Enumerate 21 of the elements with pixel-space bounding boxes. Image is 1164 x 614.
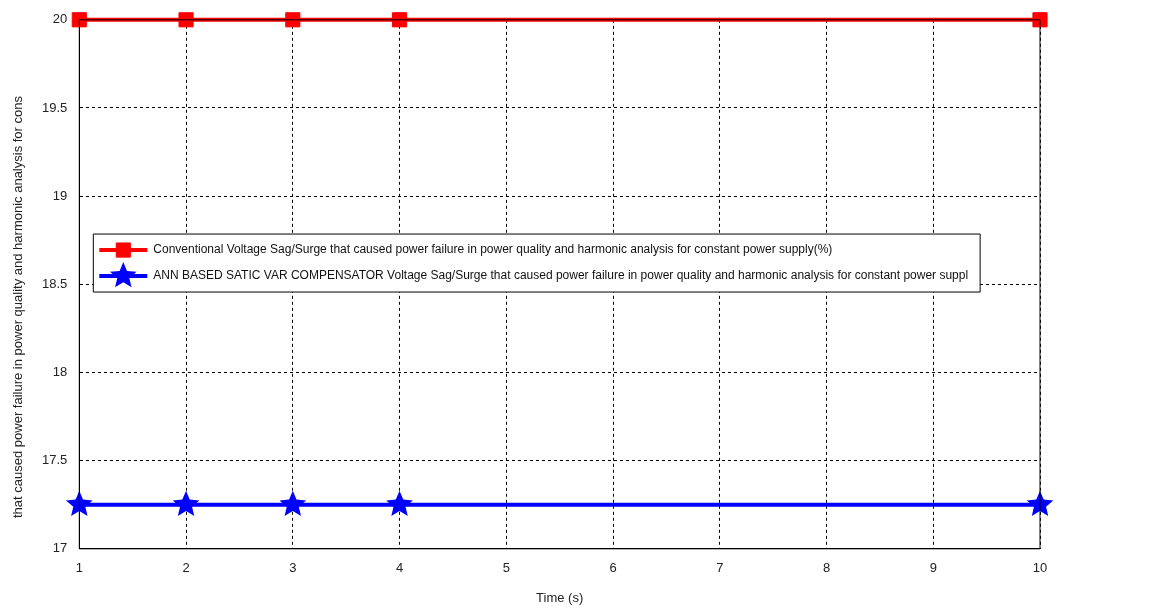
x-tick-label: 8 [822, 560, 831, 576]
x-tick-label: 7 [716, 560, 724, 576]
y-tick-label: 18 [52, 364, 68, 380]
x-tick-label: 6 [609, 560, 617, 576]
y-tick-label: 20 [52, 11, 68, 27]
y-tick-label: 18.5 [41, 275, 68, 291]
x-tick-label: 5 [502, 560, 510, 576]
x-tick-label: 4 [395, 560, 404, 576]
x-tick-label: 2 [182, 560, 190, 576]
x-tick-label: 1 [75, 560, 83, 576]
y-tick-label: 17.5 [41, 452, 68, 468]
x-tick-label: 10 [1032, 560, 1048, 576]
y-axis-title: that caused power failure in power quality and harmonic analysis for cons [9, 95, 25, 519]
y-tick-label: 17 [52, 540, 68, 556]
legend-label: ANN BASED SATIC VAR COMPENSATOR Voltage Sag/Surge that caused power failure in power quality and harmonic analysis for constant power suppl [153, 268, 969, 283]
legend-label: Conventional Voltage Sag/Surge that caused power failure in power quality and harmonic analysis for constant power supply(%) [153, 242, 833, 257]
x-axis-title: Time (s) [536, 589, 584, 605]
x-tick-label: 9 [929, 560, 937, 576]
x-tick-label: 3 [289, 560, 297, 576]
y-tick-label: 19.5 [41, 99, 68, 115]
y-tick-label: 19 [52, 187, 68, 203]
